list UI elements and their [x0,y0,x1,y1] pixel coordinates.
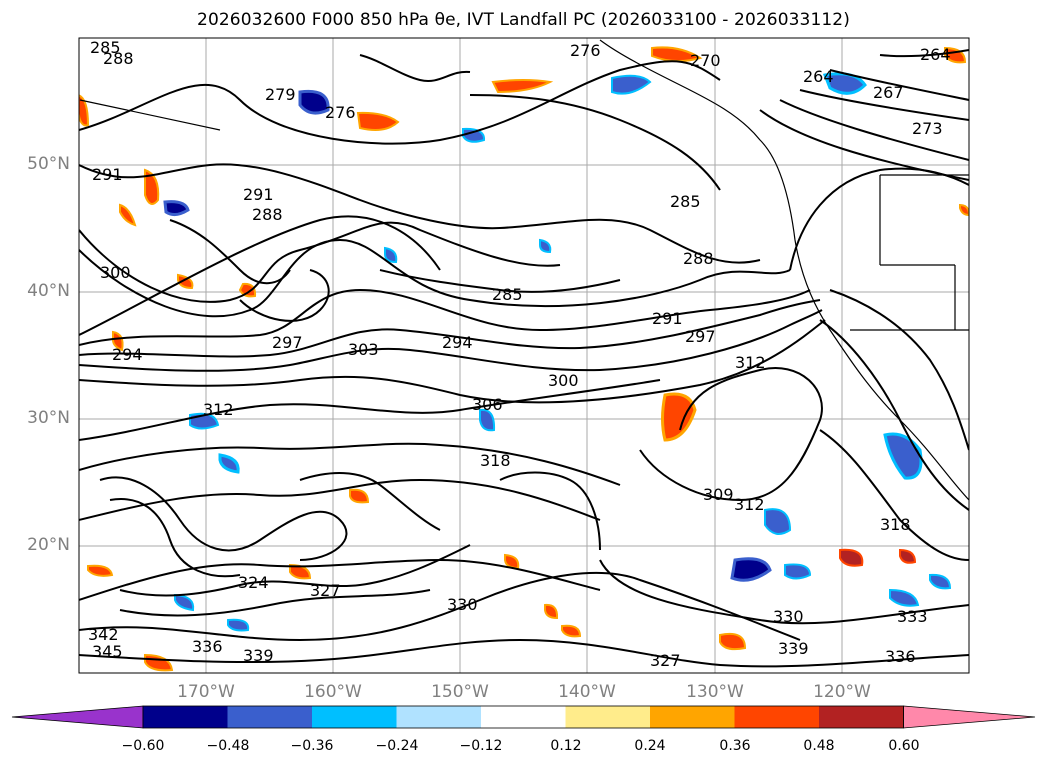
contour-label: 327 [310,581,341,600]
colorbar-tick-label: −0.60 [121,738,165,754]
colorbar-tick-label: −0.24 [375,738,419,754]
contour-label: 288 [683,249,714,268]
contour-label: 309 [703,485,734,504]
colorbar-tick-label: 0.48 [803,738,835,754]
lon-label-140w: 140°W [558,682,616,702]
contour-label: 285 [670,192,701,211]
contour-label: 318 [880,515,911,534]
map-title: 2026032600 F000 850 hPa θe, IVT Landfall… [197,10,850,30]
contour-labels: 285 288 276 270 264 264 267 273 279 276 … [88,38,951,670]
contour-label: 273 [912,119,943,138]
contour-label: 336 [192,637,223,656]
contour-label: 291 [652,309,683,328]
contour-label: 270 [690,51,721,70]
colorbar-tick-label: 0.60 [888,738,920,754]
contour-label: 300 [548,371,579,390]
contour-label: 327 [650,651,681,670]
lat-label-20n: 20°N [27,535,70,555]
lat-label-30n: 30°N [27,408,70,428]
contour-label: 294 [112,345,143,364]
contour-label: 312 [734,495,765,514]
contour-label: 312 [203,400,234,419]
lat-label-50n: 50°N [27,154,70,174]
contour-label: 285 [492,285,523,304]
contour-label: 339 [243,646,274,665]
contour-label: 297 [685,327,716,346]
contour-label: 312 [735,353,766,372]
contour-label: 276 [570,41,601,60]
contour-label: 336 [885,647,916,666]
contour-label: 276 [325,103,356,122]
lon-label-150w: 150°W [431,682,489,702]
colorbar-tick-label: 0.12 [550,738,582,754]
contour-label: 288 [103,49,134,68]
contour-label: 330 [447,595,478,614]
coastlines [79,39,969,501]
contour-label: 303 [348,340,379,359]
contour-label: 333 [897,607,928,626]
contour-label: 306 [472,395,503,414]
contour-label: 291 [243,185,274,204]
contour-label: 330 [773,607,804,626]
lat-label-40n: 40°N [27,281,70,301]
contour-label: 339 [778,639,809,658]
contour-label: 264 [920,45,951,64]
contour-label: 279 [265,85,296,104]
contour-label: 324 [238,573,269,592]
contour-label: 345 [92,642,123,661]
lon-label-160w: 160°W [304,682,362,702]
contour-label: 267 [873,83,904,102]
colorbar-tick-label: −0.12 [459,738,503,754]
contour-label: 297 [272,333,303,352]
contour-label: 300 [100,263,131,282]
colorbar-tick-label: 0.36 [719,738,751,754]
plot-frame [78,37,970,674]
lon-label-170w: 170°W [177,682,235,702]
contour-label: 264 [803,67,834,86]
contour-label: 318 [480,451,511,470]
colorbar-tick-label: −0.48 [206,738,250,754]
contour-label: 288 [252,205,283,224]
lon-label-120w: 120°W [813,682,871,702]
contour-label: 291 [92,165,123,184]
colorbar-tick-label: −0.36 [290,738,334,754]
contour-label: 285 [90,38,121,57]
lon-label-130w: 130°W [686,682,744,702]
contour-label: 342 [88,625,119,644]
contour-label: 294 [442,333,473,352]
colorbar-tick-label: 0.24 [634,738,666,754]
